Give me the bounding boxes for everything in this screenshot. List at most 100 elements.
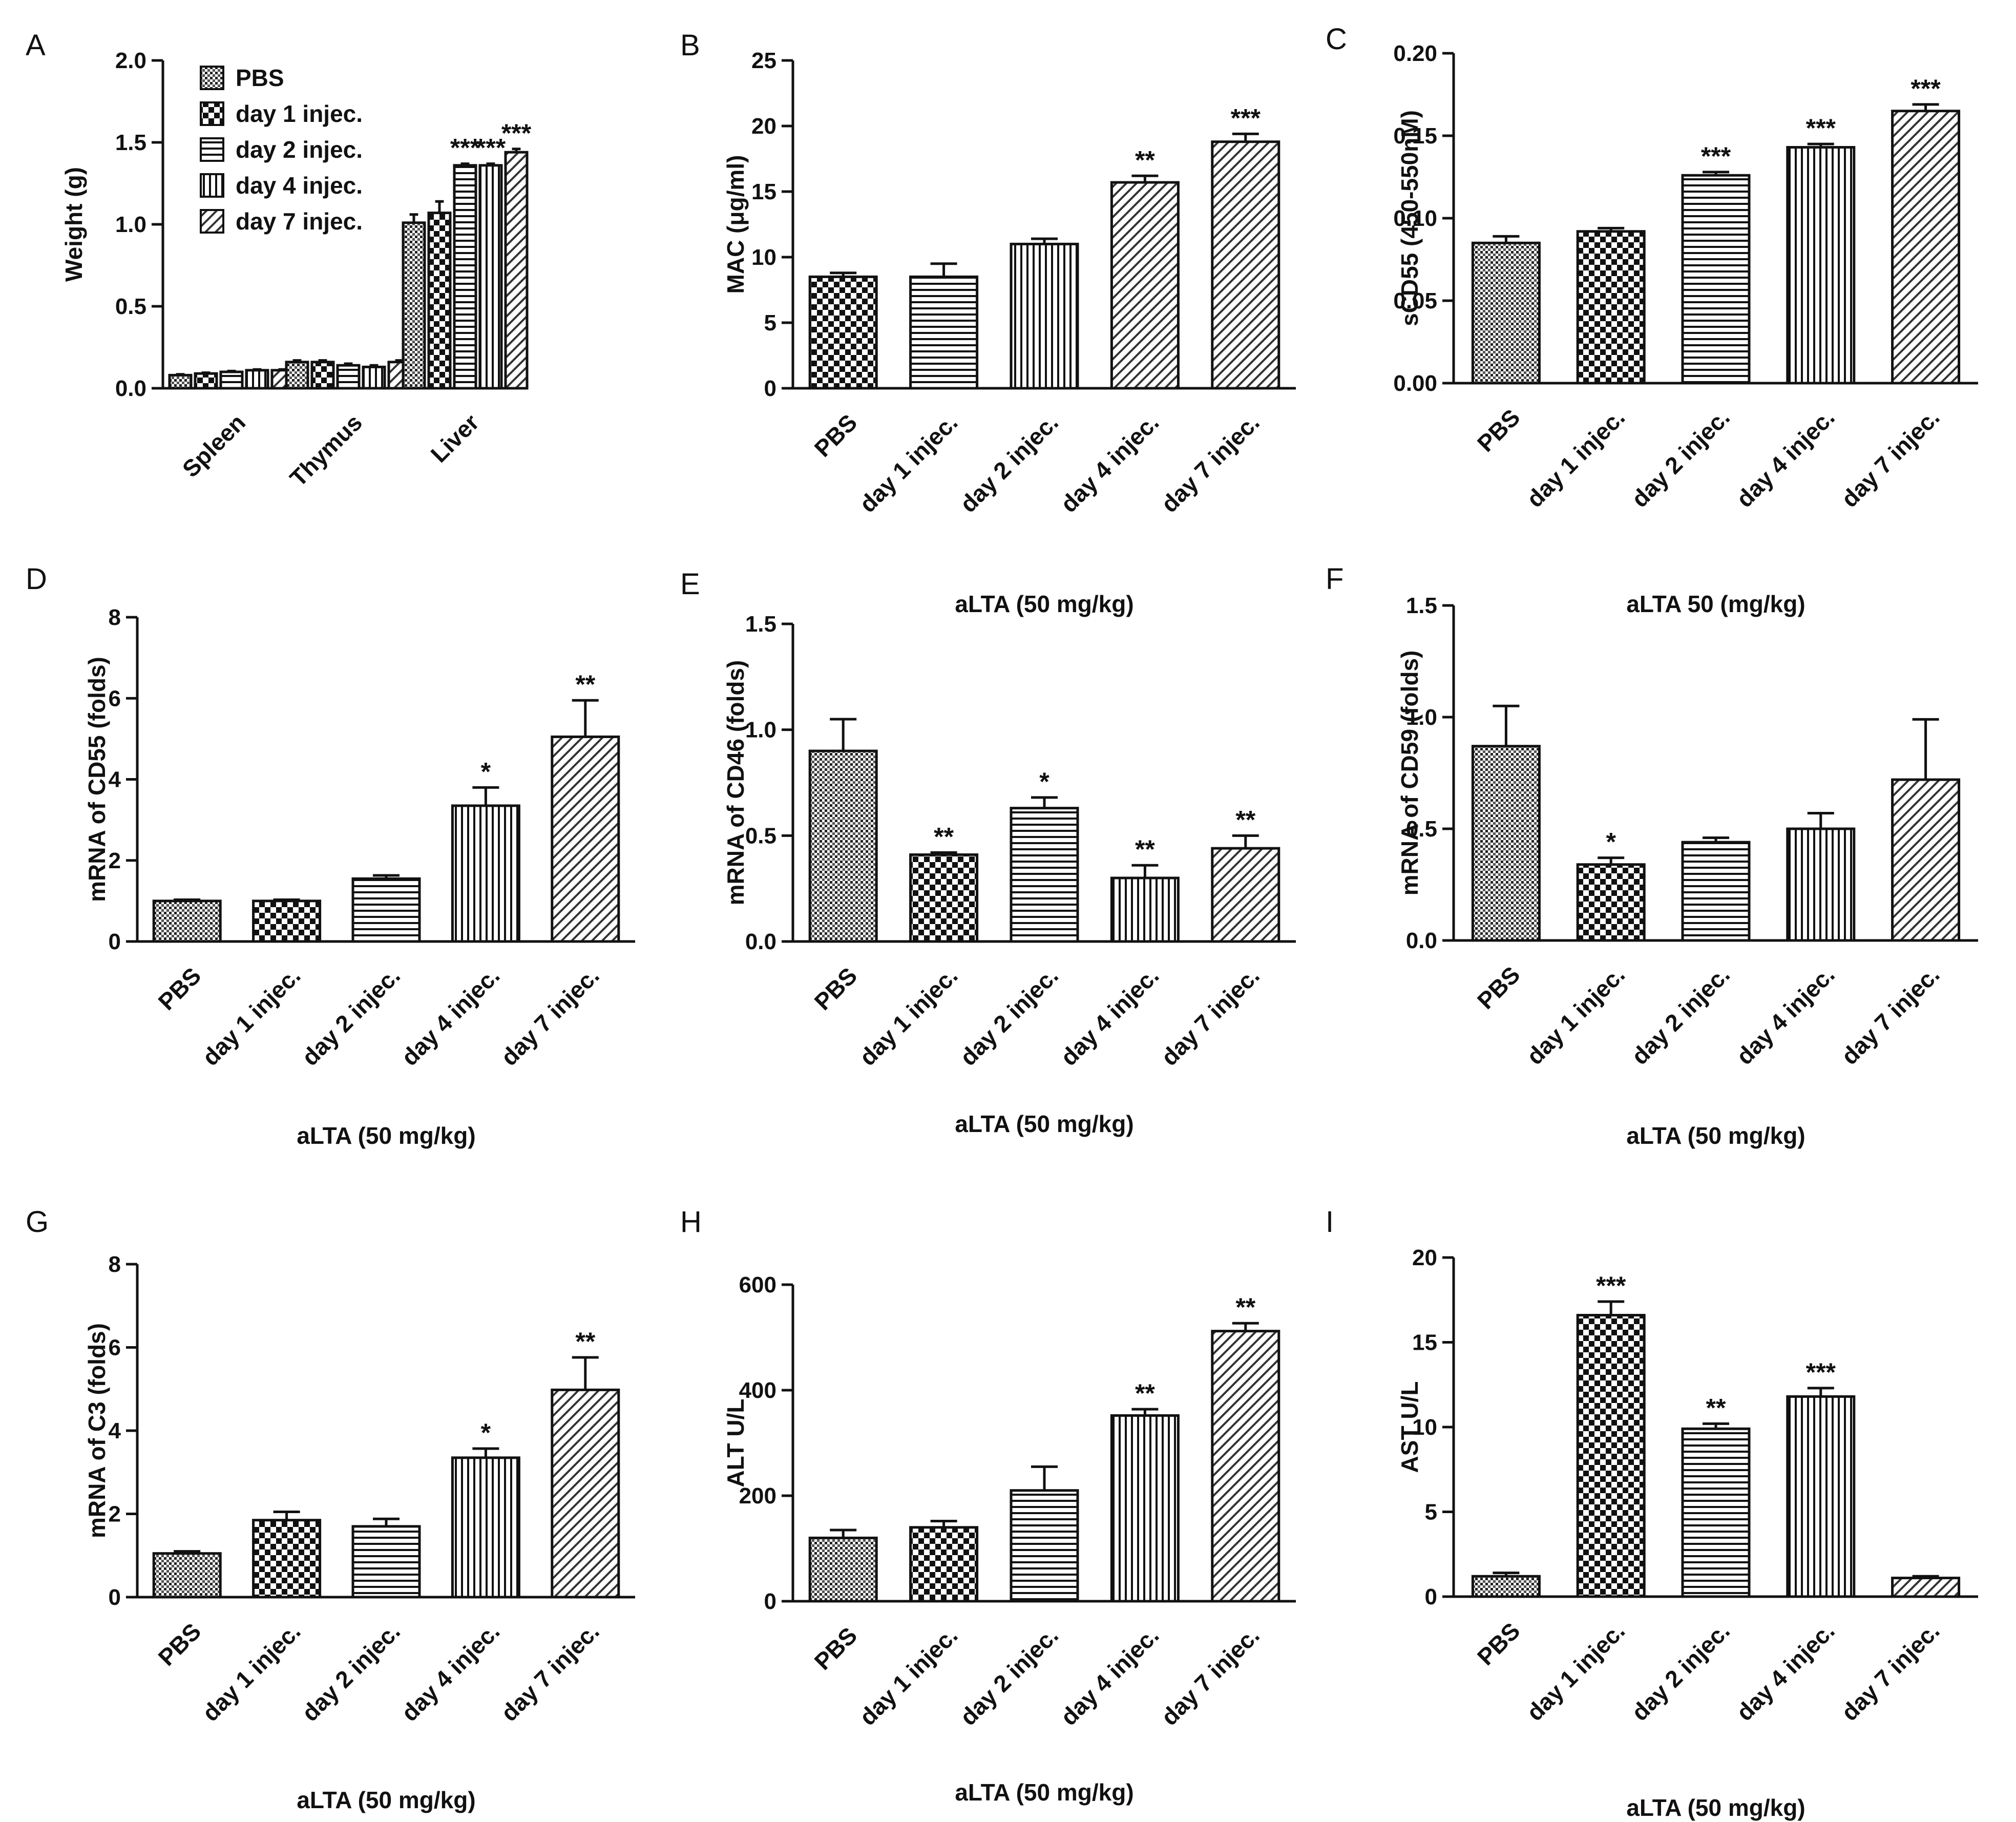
y-tick-label: 600 <box>739 1272 776 1297</box>
x-category-label: day 4 injec. <box>396 1618 505 1726</box>
x-category-label: Thymus <box>285 409 367 491</box>
bar <box>252 899 322 943</box>
x-category-label: day 2 injec. <box>955 409 1063 517</box>
x-category-label: day 7 injec. <box>1836 961 1945 1070</box>
bar <box>1681 841 1751 942</box>
bar <box>1681 174 1751 385</box>
bar <box>1576 230 1646 385</box>
significance-star: *** <box>450 134 480 162</box>
x-category-label: day 1 injec. <box>1521 404 1630 512</box>
y-tick-label: 4 <box>109 767 121 792</box>
x-category-label: PBS <box>153 962 206 1015</box>
bar <box>152 899 222 943</box>
y-tick-label: 5 <box>764 310 776 336</box>
bar <box>1110 181 1180 390</box>
bar <box>551 735 620 943</box>
x-category-label: PBS <box>153 1618 206 1671</box>
bar <box>168 373 193 390</box>
significance-star: ** <box>1135 1379 1155 1408</box>
panel-letter: H <box>680 1205 702 1239</box>
x-category-label: day 2 injec. <box>1626 1617 1735 1726</box>
x-category-label: Spleen <box>177 409 250 482</box>
legend-swatch <box>200 173 224 198</box>
y-axis-title: ALT U/L <box>722 1399 749 1488</box>
significance-star: ** <box>1706 1393 1726 1422</box>
significance-star: * <box>481 1418 491 1447</box>
significance-star: ** <box>575 670 595 699</box>
legend-swatch <box>200 101 224 126</box>
bar <box>336 364 361 390</box>
x-category-label: day 4 injec. <box>1731 404 1840 512</box>
legend-swatch <box>200 209 224 234</box>
y-tick-label: 1.0 <box>115 212 146 237</box>
x-category-label: day 7 injec. <box>1156 962 1265 1071</box>
bar <box>453 164 477 390</box>
significance-star: *** <box>1806 1358 1836 1387</box>
bar <box>1891 778 1961 942</box>
bar <box>451 804 520 943</box>
y-axis-title: AST U/L <box>1396 1381 1423 1473</box>
y-tick-label: 0.15 <box>1393 123 1437 149</box>
x-category-label: day 4 injec. <box>1731 1617 1840 1726</box>
x-category-label: day 1 injec. <box>1521 1617 1630 1726</box>
x-category-label: day 1 injec. <box>197 1618 306 1726</box>
significance-star: * <box>1606 828 1616 856</box>
bar <box>551 1388 620 1599</box>
bar <box>152 1552 222 1599</box>
bar <box>1891 1577 1961 1598</box>
chart-panel-c: 0.00 0.05 0.10 0.15 0.20 sCD55 (450-550nM) C PB… <box>1326 23 1978 617</box>
significance-star: *** <box>1910 74 1941 103</box>
bar <box>451 1456 520 1599</box>
y-tick-label: 1.0 <box>1406 705 1437 730</box>
panel-letter: C <box>1326 23 1347 56</box>
y-axis-title: mRNA of CD46 (folds) <box>722 660 749 906</box>
y-axis-title: mRNA of CD59 (folds) <box>1396 651 1423 896</box>
bar <box>194 372 218 390</box>
y-axis-title: mRNA of C3 (folds) <box>83 1323 110 1538</box>
y-tick-label: 2 <box>109 848 121 873</box>
x-category-label: day 1 injec. <box>854 1622 963 1730</box>
y-tick-label: 0.5 <box>1406 816 1437 842</box>
x-category-label: day 1 injec. <box>1521 961 1630 1070</box>
significance-star: ** <box>1135 145 1155 174</box>
y-tick-label: 0 <box>1425 1584 1437 1609</box>
bar <box>427 212 452 390</box>
y-tick-label: 1.0 <box>745 718 776 743</box>
x-category-label: day 2 injec. <box>955 962 1063 1071</box>
x-category-label: day 2 injec. <box>297 962 405 1071</box>
y-axis-title: mRNA of CD55 (folds) <box>83 657 110 902</box>
y-tick-label: 400 <box>739 1378 776 1403</box>
legend-label: day 1 injec. <box>236 100 363 127</box>
bar <box>1010 807 1079 943</box>
significance-star: ** <box>934 822 954 851</box>
significance-star: *** <box>1806 114 1836 142</box>
legend-swatch <box>200 66 224 90</box>
y-tick-label: 0.0 <box>745 929 776 954</box>
x-category-label: day 7 injec. <box>1156 409 1265 517</box>
bar <box>1576 1314 1646 1598</box>
y-tick-label: 6 <box>109 686 121 711</box>
significance-star: ** <box>575 1327 595 1356</box>
x-category-label: day 4 injec. <box>1055 962 1164 1071</box>
panel-letter: G <box>26 1205 49 1239</box>
y-axis-title: Weight (g) <box>60 167 87 282</box>
y-tick-label: 10 <box>751 245 776 270</box>
significance-star: *** <box>1231 103 1261 132</box>
significance-star: *** <box>1701 142 1731 171</box>
x-category-label: PBS <box>809 962 863 1015</box>
y-tick-label: 0 <box>109 1585 121 1610</box>
y-tick-label: 0.0 <box>1406 928 1437 953</box>
y-tick-label: 15 <box>1412 1330 1437 1355</box>
y-tick-label: 0 <box>109 929 121 954</box>
x-axis-title: aLTA (50 mg/kg) <box>1626 1122 1805 1149</box>
bar <box>252 1519 322 1599</box>
x-category-label: day 1 injec. <box>197 962 306 1071</box>
bar <box>1471 1575 1541 1598</box>
x-category-label: day 2 injec. <box>1626 961 1735 1070</box>
x-category-label: day 2 injec. <box>955 1622 1063 1730</box>
bar <box>808 275 878 390</box>
panel-letter: I <box>1326 1205 1334 1239</box>
bar <box>1681 1427 1751 1598</box>
chart-panel-a: 0.0 0.5 1.0 1.5 2.0 Weight (g) A Spleen Thymus **… <box>26 29 532 492</box>
